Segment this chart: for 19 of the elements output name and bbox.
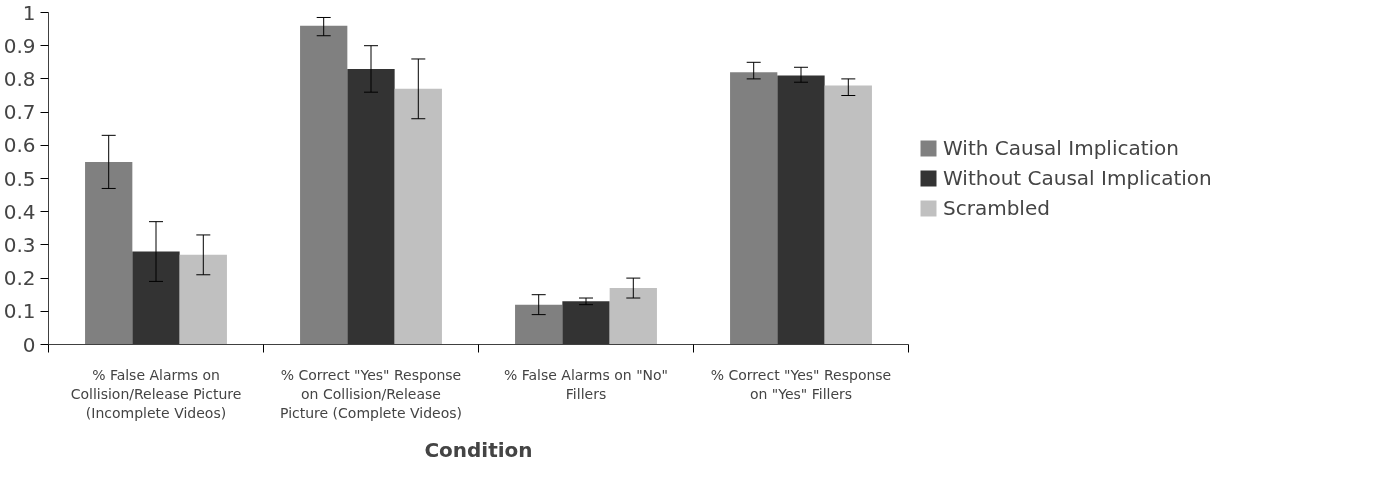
- y-tick-label: 0.9: [3, 33, 36, 58]
- legend-label: With Causal Implication: [943, 136, 1180, 160]
- x-axis-title: Condition: [424, 437, 533, 462]
- y-tick-label: 1: [22, 0, 36, 25]
- y-tick-label: 0.5: [3, 166, 36, 191]
- legend-label: Scrambled: [943, 196, 1050, 220]
- x-tick-label: % False Alarms on Collision/Release Picture (Incomplete Videos): [70, 366, 242, 421]
- legend-label: Without Causal Implication: [943, 166, 1212, 190]
- x-tick-label: % Correct "Yes" Response on Collision/Release Picture (Complete Videos): [280, 366, 462, 421]
- y-tick-label: 0.8: [3, 66, 36, 91]
- y-tick-label: 0.3: [3, 232, 36, 257]
- y-tick-label: 0: [22, 332, 36, 357]
- y-tick-label: 0.6: [3, 133, 36, 158]
- x-tick-label: % False Alarms on "No" Fillers: [503, 366, 669, 402]
- y-tick-label: 0.2: [3, 266, 36, 291]
- x-tick-label: % Correct "Yes" Response on "Yes" Fillers: [710, 366, 892, 402]
- y-tick-label: 0.7: [3, 100, 36, 125]
- y-tick-label: 0.1: [3, 299, 36, 324]
- y-tick-label: 0.4: [3, 199, 36, 224]
